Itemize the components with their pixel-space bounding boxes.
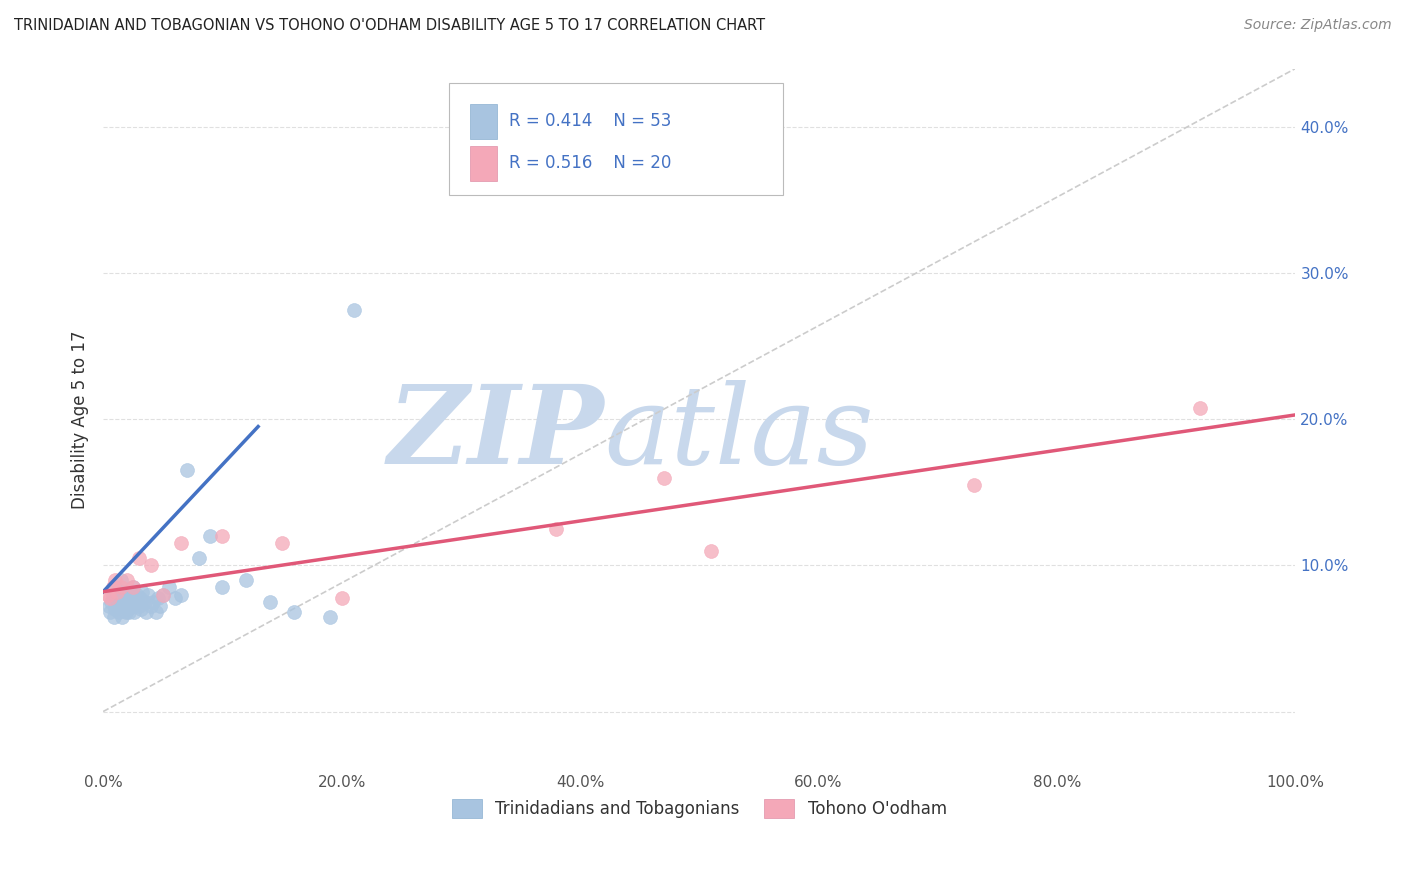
- Point: [169, 536, 191, 550]
- Point: [112, 599, 135, 614]
- Point: [128, 599, 150, 614]
- Point: [114, 591, 136, 605]
- Point: [110, 593, 132, 607]
- Point: [211, 529, 233, 543]
- Point: [118, 605, 141, 619]
- Point: [176, 463, 198, 477]
- Point: [117, 602, 139, 616]
- Point: [115, 573, 138, 587]
- Point: [235, 573, 257, 587]
- Point: [139, 558, 162, 573]
- Point: [546, 522, 568, 536]
- Point: [187, 551, 209, 566]
- Point: [152, 588, 174, 602]
- Point: [110, 573, 132, 587]
- Point: [104, 573, 127, 587]
- Point: [128, 551, 150, 566]
- Point: [101, 588, 124, 602]
- Point: [115, 595, 138, 609]
- Text: atlas: atlas: [605, 379, 873, 487]
- Point: [108, 584, 131, 599]
- Point: [97, 588, 120, 602]
- Point: [124, 595, 146, 609]
- Point: [107, 599, 129, 614]
- Point: [98, 591, 121, 605]
- Point: [122, 580, 145, 594]
- Text: Source: ZipAtlas.com: Source: ZipAtlas.com: [1244, 18, 1392, 32]
- Text: TRINIDADIAN AND TOBAGONIAN VS TOHONO O'ODHAM DISABILITY AGE 5 TO 17 CORRELATION : TRINIDADIAN AND TOBAGONIAN VS TOHONO O'O…: [14, 18, 765, 33]
- Point: [115, 584, 138, 599]
- Point: [283, 605, 305, 619]
- Point: [330, 591, 353, 605]
- Point: [114, 605, 136, 619]
- Point: [120, 595, 142, 609]
- Point: [145, 605, 167, 619]
- Point: [107, 605, 129, 619]
- Point: [111, 609, 134, 624]
- Point: [152, 588, 174, 602]
- Point: [134, 595, 156, 609]
- Point: [122, 580, 145, 594]
- Point: [104, 580, 127, 594]
- Point: [122, 605, 145, 619]
- Point: [142, 595, 165, 609]
- Point: [342, 302, 364, 317]
- Point: [259, 595, 281, 609]
- Point: [129, 602, 152, 616]
- Legend: Trinidadians and Tobagonians, Tohono O'odham: Trinidadians and Tobagonians, Tohono O'o…: [446, 792, 953, 825]
- Point: [110, 580, 132, 594]
- Point: [98, 599, 121, 614]
- Point: [135, 605, 157, 619]
- Point: [107, 584, 129, 599]
- Point: [103, 609, 125, 624]
- Point: [157, 580, 180, 594]
- Point: [700, 543, 723, 558]
- Point: [98, 605, 121, 619]
- Point: [200, 529, 222, 543]
- Point: [104, 602, 127, 616]
- Point: [131, 584, 153, 599]
- Point: [211, 580, 233, 594]
- Point: [652, 471, 675, 485]
- Point: [169, 588, 191, 602]
- Point: [962, 478, 984, 492]
- Y-axis label: Disability Age 5 to 17: Disability Age 5 to 17: [72, 330, 89, 508]
- Point: [122, 599, 145, 614]
- Point: [105, 591, 128, 605]
- Point: [163, 591, 186, 605]
- Point: [100, 595, 122, 609]
- Text: R = 0.414    N = 53: R = 0.414 N = 53: [509, 112, 671, 130]
- FancyBboxPatch shape: [471, 145, 496, 181]
- Point: [121, 588, 143, 602]
- FancyBboxPatch shape: [471, 103, 496, 138]
- Point: [129, 591, 152, 605]
- Point: [271, 536, 294, 550]
- Point: [125, 588, 148, 602]
- Point: [139, 599, 162, 614]
- Text: ZIP: ZIP: [387, 379, 605, 487]
- Point: [146, 591, 169, 605]
- Point: [318, 609, 340, 624]
- Point: [149, 599, 172, 614]
- FancyBboxPatch shape: [449, 83, 783, 194]
- Text: R = 0.516    N = 20: R = 0.516 N = 20: [509, 154, 671, 172]
- Point: [138, 588, 160, 602]
- Point: [101, 580, 124, 594]
- Point: [1189, 401, 1212, 415]
